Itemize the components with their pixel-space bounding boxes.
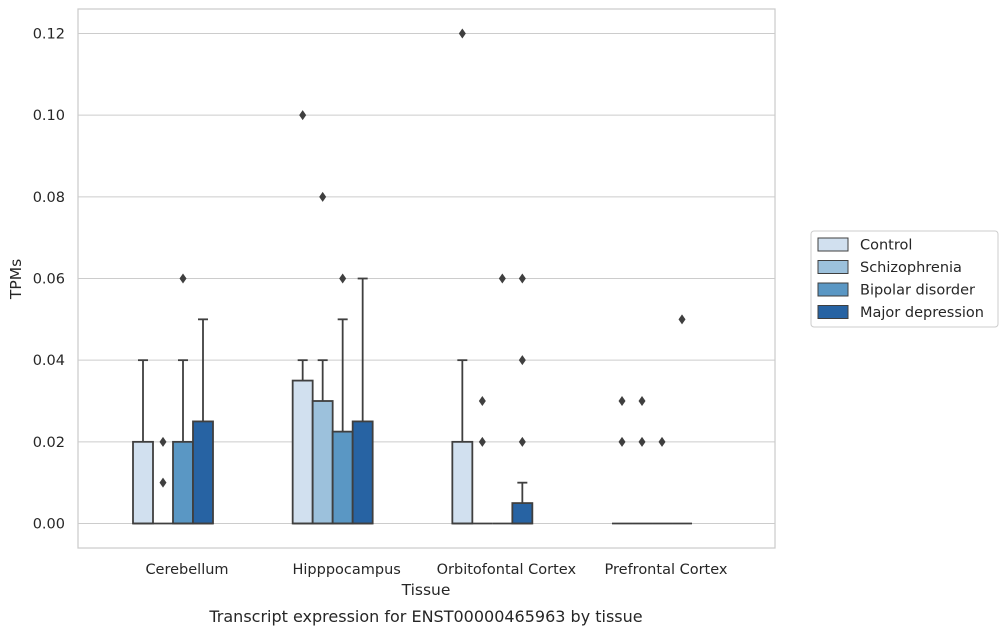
boxes [132,28,693,525]
x-axis-title: Tissue [401,581,451,599]
box-schizophrenia [311,191,334,525]
y-tick-label: 0.12 [33,27,65,43]
y-tick-label: 0.02 [33,435,65,451]
box-schizophrenia [632,396,653,525]
box-major-depression [672,314,693,525]
box-schizophrenia [472,396,493,525]
x-tick-label: Cerebellum [145,562,228,578]
y-tick-label: 0.00 [33,517,65,533]
box-body [451,440,474,525]
box-body [511,502,534,525]
y-tick-label: 0.04 [33,353,65,369]
legend-frame [810,230,999,328]
box-major-depression [511,273,534,525]
outlier-point [159,477,167,488]
box-body [192,420,214,525]
box-major-depression [351,277,374,525]
y-tick-label: 0.06 [33,272,65,288]
outlier-point [478,436,486,447]
x-tick-label: Hipppocampus [292,562,400,578]
outlier-point [618,396,626,406]
box-body [132,440,154,525]
box-body [311,400,334,525]
y-axis-title: TPMs [7,259,25,300]
legend-label: Bipolar disorder [860,283,975,299]
outlier-point [478,396,486,406]
legend-items: Control Schizophrenia Bipolar disorder Majo… [817,237,984,321]
outlier-point [638,396,646,406]
box-control [451,28,474,525]
box-body [351,420,374,525]
legend-swatch [817,282,849,297]
y-tick-label: 0.10 [33,108,65,124]
legend-label: Major depression [860,305,984,321]
legend-swatch [817,237,849,252]
outlier-point [458,28,466,39]
outlier-point [618,436,626,447]
outlier-point [678,314,686,325]
box-body [331,430,354,525]
box-schizophrenia [153,436,173,525]
box-body [291,379,314,525]
outlier-point [299,110,307,121]
outlier-point [179,273,187,284]
outlier-point [159,436,167,447]
legend-label: Control [860,238,912,254]
box-body [172,440,194,525]
chart-caption: Transcript expression for ENST0000046596… [208,607,642,626]
box-control [132,359,154,525]
x-tick-labels: Cerebellum Hipppocampus Orbitofontal Corte… [145,562,727,578]
legend-label: Schizophrenia [860,260,962,276]
y-tick-label: 0.08 [33,190,65,206]
outlier-point [498,273,506,284]
outlier-point [339,273,347,284]
box-bipolar-disorder [492,273,513,525]
outlier-point [518,355,526,366]
legend-swatch [817,260,849,274]
box-bipolar-disorder [652,436,673,525]
x-tick-label: Prefrontal Cortex [605,562,728,578]
outlier-point [518,273,526,284]
legend: Control Schizophrenia Bipolar disorder Majo… [810,230,999,328]
y-tick-labels: 0.00 0.02 0.04 0.06 0.08 0.10 0.12 [33,27,65,533]
legend-swatch [817,305,849,319]
outlier-point [638,436,646,447]
outlier-point [518,436,526,447]
outlier-point [658,436,666,447]
box-major-depression [192,318,214,525]
x-tick-label: Orbitofontal Cortex [437,562,577,578]
outlier-point [319,191,327,202]
plot-frame [77,8,776,549]
box-control [612,396,633,525]
